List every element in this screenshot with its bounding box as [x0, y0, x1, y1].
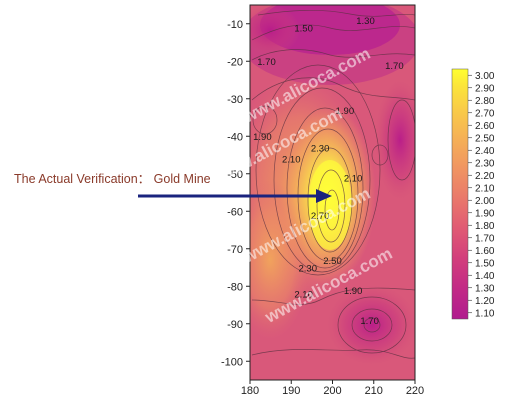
colorbar-label: 2.70 — [475, 108, 495, 119]
contour-label: 2.10 — [294, 290, 313, 301]
y-tick-label: -20 — [227, 56, 243, 68]
y-tick-label: -10 — [227, 19, 243, 31]
verification-arrow — [138, 189, 332, 203]
colorbar-label: 2.30 — [475, 158, 495, 169]
contour-plot-area — [250, 5, 415, 380]
contour-label: 1.70 — [385, 61, 404, 72]
colorbar: 3.002.90 2.802.70 2.602.50 2.402.30 2.202.10… — [451, 68, 495, 320]
colorbar-label: 2.00 — [475, 196, 495, 207]
x-tick-label: 210 — [365, 385, 383, 397]
y-tick-label: -90 — [227, 319, 243, 331]
contour-label: 1.50 — [294, 23, 313, 34]
y-tick-label: -50 — [227, 169, 243, 181]
colorbar-label: 2.90 — [475, 83, 495, 94]
colorbar-label: 1.70 — [475, 233, 495, 244]
colorbar-label: 2.10 — [475, 183, 495, 194]
contour-label: 2.30 — [311, 143, 330, 154]
colorbar-label: 3.00 — [475, 71, 495, 82]
y-tick-label: -80 — [227, 281, 243, 293]
contour-label: 1.90 — [253, 132, 272, 143]
x-axis: 180 190 200 210 220 — [241, 380, 424, 397]
colorbar-label: 2.20 — [475, 171, 495, 182]
contour-label: 1.90 — [344, 286, 363, 297]
y-axis: -10 -20 -30 -40 -50 -60 -70 -80 -90 -100 — [221, 19, 250, 368]
contour-label: 2.50 — [323, 256, 342, 267]
colorbar-label: 2.40 — [475, 146, 495, 157]
contour-label: 2.10 — [344, 173, 363, 184]
colorbar-label: 1.80 — [475, 221, 495, 232]
y-tick-label: -100 — [221, 356, 243, 368]
colorbar-label: 1.60 — [475, 246, 495, 257]
contour-label: 2.10 — [282, 155, 301, 166]
contour-label: 1.70 — [360, 316, 379, 327]
colorbar-label: 2.50 — [475, 133, 495, 144]
contour-label: 1.70 — [257, 57, 276, 68]
colorbar-label: 1.10 — [475, 308, 495, 319]
y-tick-label: -70 — [227, 244, 243, 256]
y-tick-label: -30 — [227, 94, 243, 106]
colorbar-label: 1.90 — [475, 208, 495, 219]
x-tick-label: 180 — [241, 385, 259, 397]
x-tick-label: 200 — [323, 385, 341, 397]
x-tick-label: 220 — [406, 385, 424, 397]
y-tick-label: -40 — [227, 131, 243, 143]
colorbar-label: 1.20 — [475, 296, 495, 307]
colorbar-label: 2.80 — [475, 96, 495, 107]
contour-label: 1.90 — [336, 106, 355, 117]
colorbar-label: 1.30 — [475, 283, 495, 294]
x-tick-label: 190 — [282, 385, 300, 397]
contour-label: 1.30 — [356, 16, 375, 27]
y-tick-label: -60 — [227, 206, 243, 218]
colorbar-label: 1.50 — [475, 258, 495, 269]
colorbar-label: 1.40 — [475, 271, 495, 282]
contour-label: 2.30 — [299, 263, 318, 274]
contour-labels: 1.30 1.50 1.70 1.70 1.90 1.90 2.10 2.30 2.10 2.70… — [253, 16, 404, 327]
colorbar-label: 2.60 — [475, 121, 495, 132]
contour-label: 2.70 — [311, 211, 330, 222]
verification-caption: The Actual Verification： Gold Mine — [14, 172, 211, 186]
